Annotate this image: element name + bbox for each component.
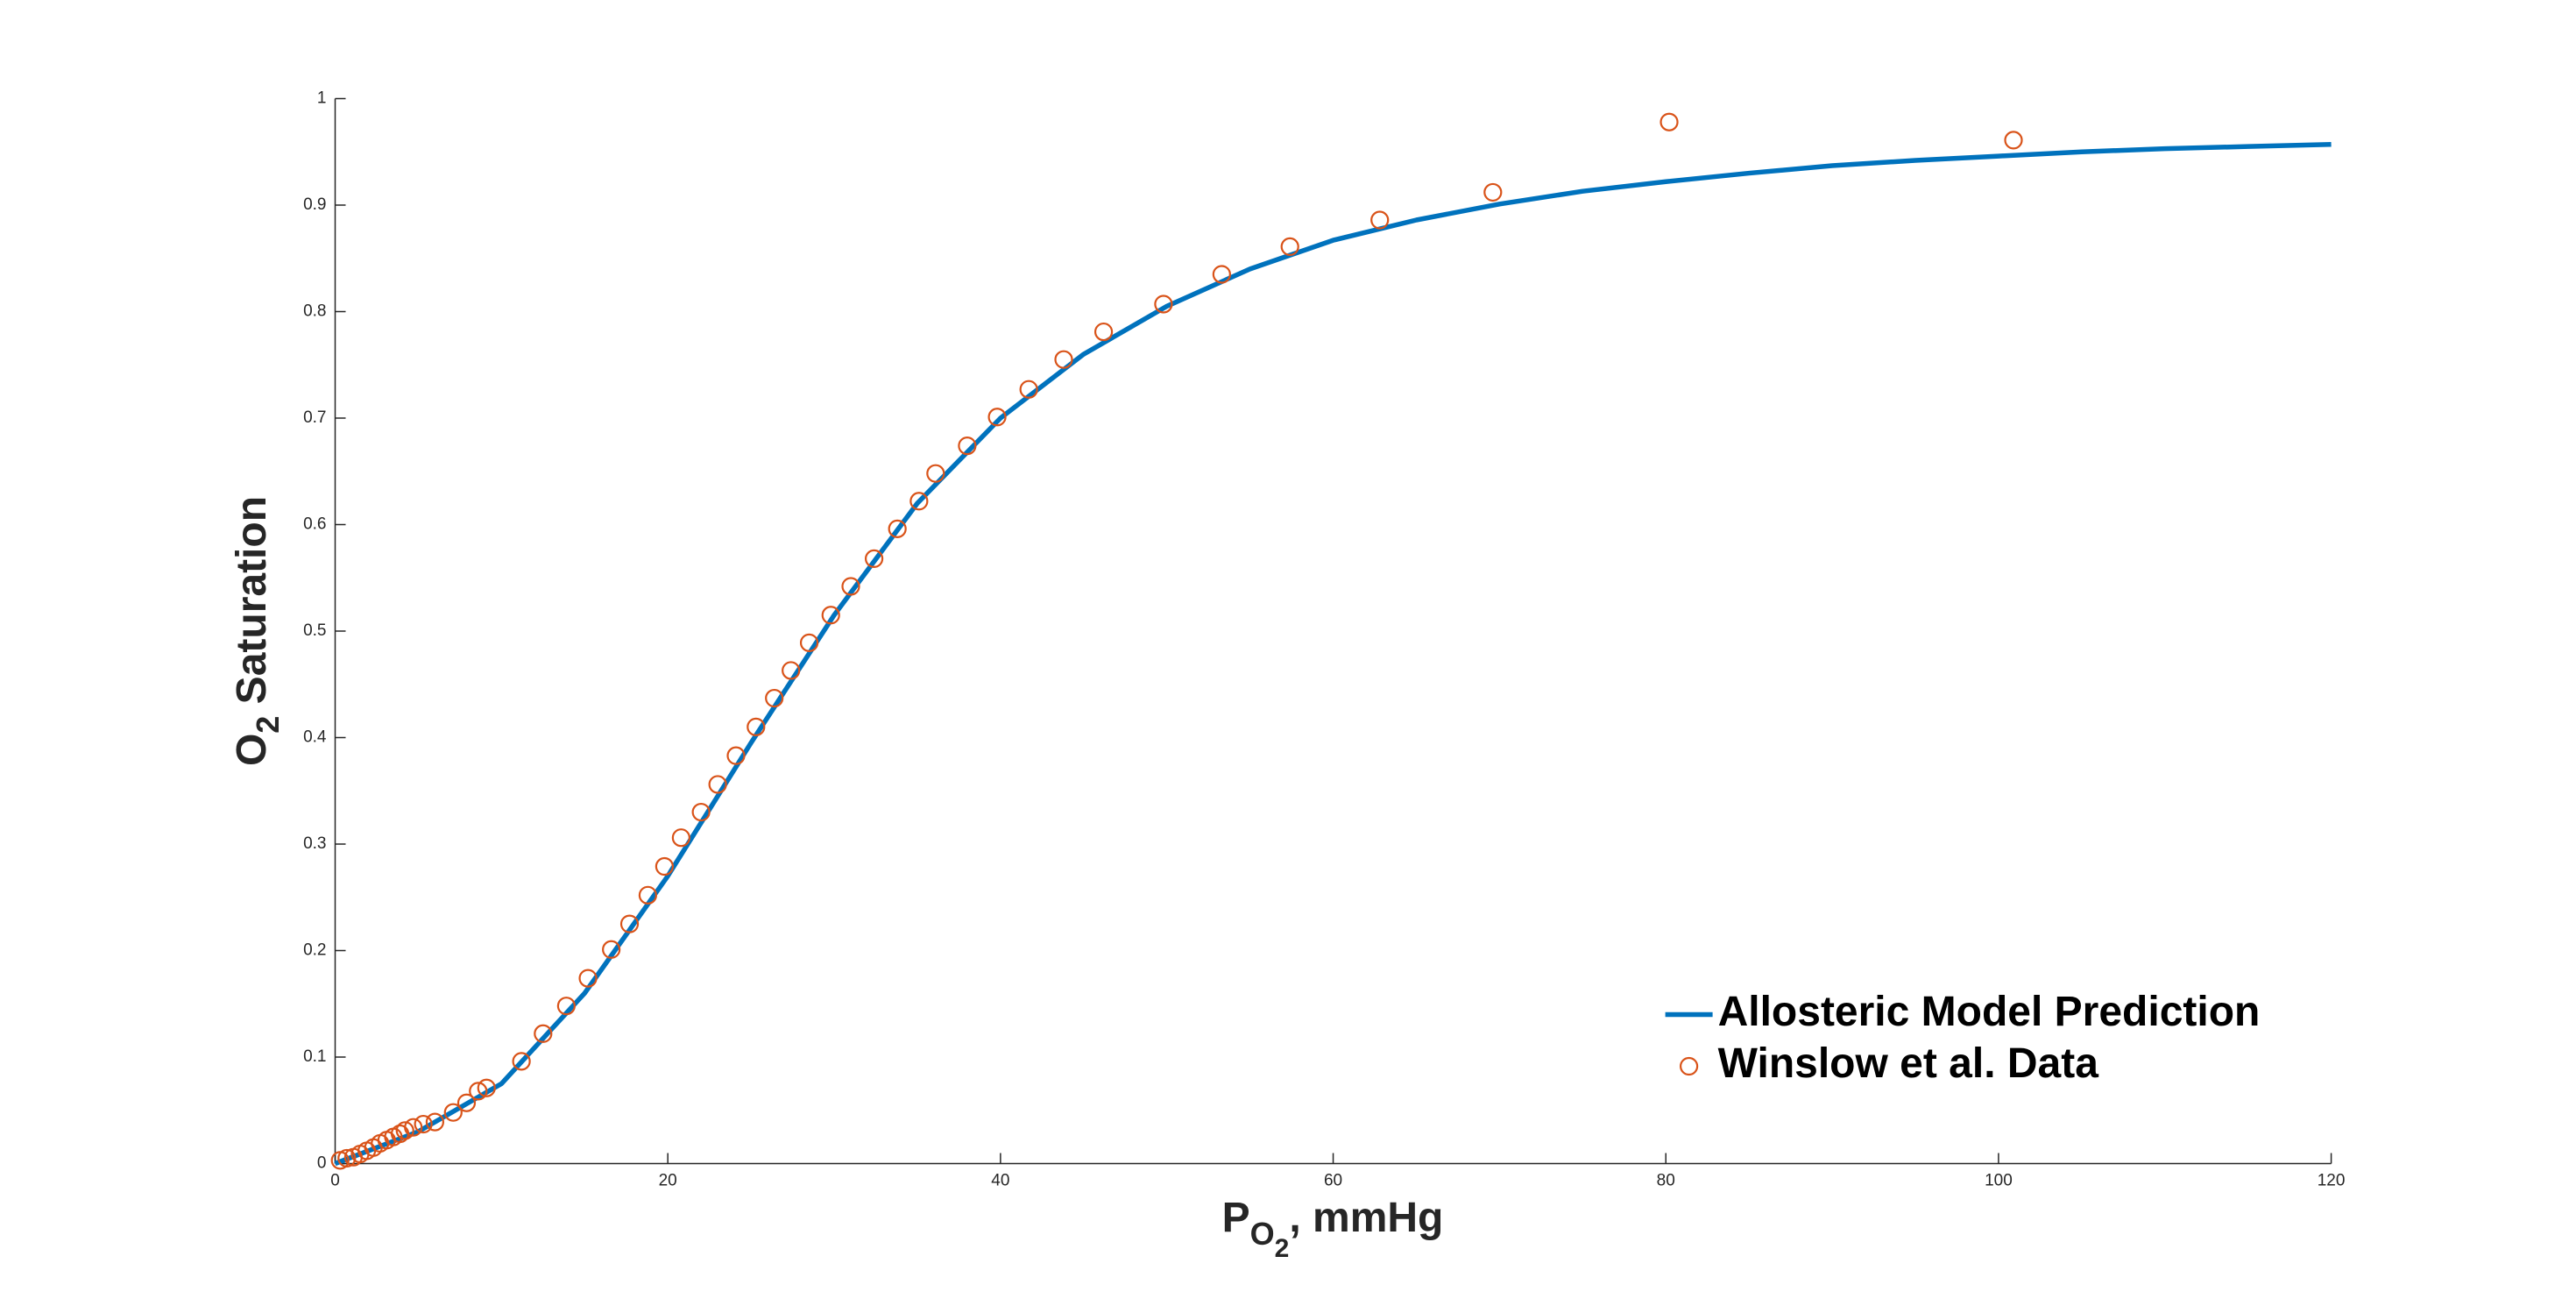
data-point <box>512 1052 531 1071</box>
data-point <box>821 606 840 625</box>
data-point <box>909 492 929 511</box>
data-point <box>799 633 819 652</box>
y-label-part: 2 <box>250 716 286 734</box>
data-point <box>1093 322 1114 342</box>
data-point <box>1212 265 1231 284</box>
data-point <box>556 997 576 1016</box>
x-label-part: 2 <box>1275 1234 1290 1263</box>
data-point <box>337 1148 357 1168</box>
y-tick-label: 0.7 <box>303 408 326 427</box>
y-tick-label: 0 <box>317 1154 327 1173</box>
data-point <box>671 828 690 848</box>
data-point <box>425 1112 445 1132</box>
data-point <box>638 885 658 905</box>
data-point <box>655 856 674 877</box>
data-point <box>404 1118 423 1137</box>
y-tick-label: 1 <box>317 89 327 108</box>
x-tick-label: 120 <box>2318 1172 2346 1190</box>
data-point <box>414 1114 433 1134</box>
x-tick-label: 40 <box>991 1172 1009 1190</box>
data-point <box>888 519 907 538</box>
data-point <box>1154 295 1173 314</box>
legend-label: Winslow et al. Data <box>1718 1040 2099 1087</box>
data-point <box>691 802 711 822</box>
x-axis-label: PO2, mmHg <box>1222 1195 1444 1263</box>
x-label-part: O <box>1250 1216 1275 1252</box>
legend-swatch <box>1679 1056 1699 1076</box>
data-point <box>1280 237 1299 256</box>
x-label-part: , mmHg <box>1289 1195 1443 1241</box>
x-tick-label: 0 <box>330 1172 340 1190</box>
data-point <box>443 1103 463 1122</box>
y-tick-label: 0.3 <box>303 834 326 853</box>
data-point <box>2004 131 2023 150</box>
data-point <box>782 661 801 680</box>
x-label-part: P <box>1222 1195 1250 1241</box>
data-point <box>395 1121 414 1140</box>
data-point <box>1370 210 1390 230</box>
data-point <box>456 1093 477 1112</box>
x-tick-label: 80 <box>1657 1172 1675 1190</box>
y-tick-label: 0.6 <box>303 515 326 534</box>
y-tick-label: 0.9 <box>303 195 326 214</box>
y-tick-label: 0.4 <box>303 728 327 747</box>
data-point <box>602 940 621 959</box>
x-tick-label: 60 <box>1324 1172 1342 1190</box>
data-point <box>841 577 860 596</box>
data-point <box>747 717 766 736</box>
data-point <box>534 1024 553 1043</box>
y-label-part: O <box>229 734 275 766</box>
data-point <box>578 969 598 988</box>
data-point <box>765 688 784 708</box>
data-point <box>1660 112 1679 131</box>
y-tick-label: 0.5 <box>303 621 326 640</box>
data-point <box>726 746 746 765</box>
data-point <box>958 436 977 456</box>
data-point <box>1483 182 1503 202</box>
data-point <box>619 914 640 933</box>
y-tick-label: 0.1 <box>303 1047 326 1066</box>
y-axis-label: O2 Saturation <box>229 496 286 766</box>
data-point <box>1054 350 1073 369</box>
model-line <box>334 141 2332 1167</box>
x-tick-label: 20 <box>659 1172 677 1190</box>
data-point <box>708 775 727 794</box>
y-label-part: Saturation <box>229 496 275 716</box>
data-point <box>987 408 1007 427</box>
data-point <box>864 549 884 568</box>
data-point <box>1019 380 1038 399</box>
y-tick-label: 0.2 <box>303 941 326 960</box>
y-tick-label: 0.8 <box>303 302 326 321</box>
data-point <box>477 1078 496 1097</box>
data-point <box>926 464 945 483</box>
legend-label: Allosteric Model Prediction <box>1718 989 2261 1035</box>
data-point <box>469 1082 488 1101</box>
x-tick-label: 100 <box>1985 1172 2013 1190</box>
